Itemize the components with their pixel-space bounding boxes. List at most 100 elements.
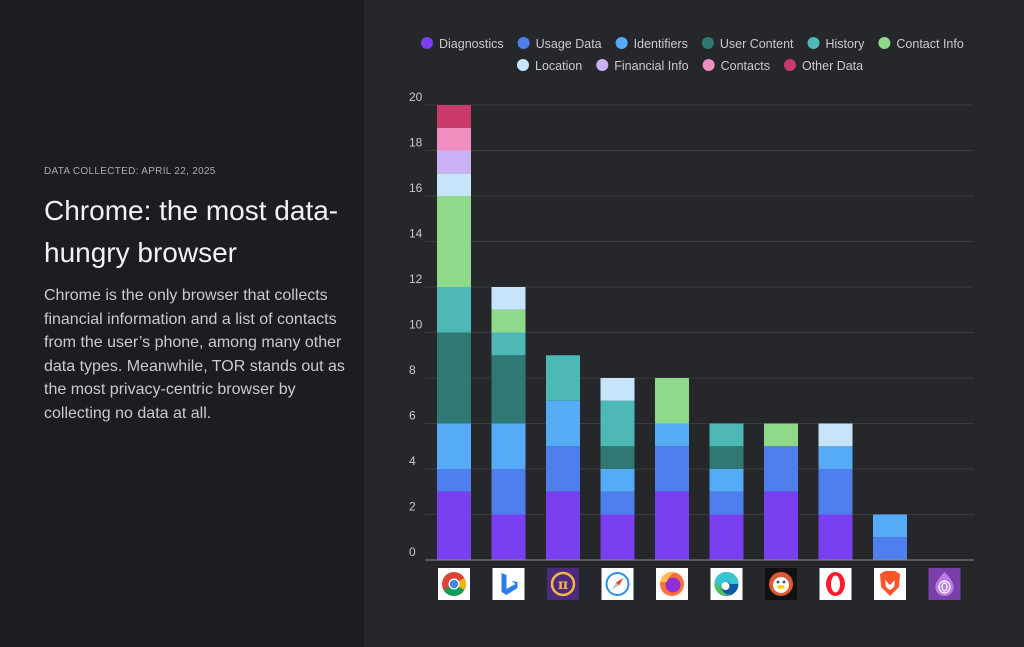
legend-item: Identifiers: [615, 37, 688, 51]
bar-segment: [600, 491, 635, 515]
bar-segment: [437, 196, 471, 287]
bar-segment: [764, 423, 798, 447]
tor-icon: [928, 568, 961, 600]
y-axis-ticks: 0 2 4 6 8 10 12 14 16 18 20: [409, 90, 423, 559]
legend-label: Usage Data: [536, 37, 602, 51]
legend-label: Identifiers: [634, 37, 688, 51]
bar-segment: [764, 491, 798, 560]
page-title: Chrome: the most data-hungry browser: [44, 195, 339, 268]
bar-segment: [546, 491, 580, 560]
bar-segment: [437, 150, 471, 174]
bar-segment: [600, 400, 635, 447]
legend: Diagnostics Usage Data Identifiers User Con…: [421, 37, 964, 73]
legend-swatch: [701, 37, 714, 49]
y-tick-label: 10: [409, 318, 423, 332]
bar-segment: [709, 491, 744, 515]
y-tick-label: 16: [409, 181, 423, 195]
bar-segment: [437, 332, 471, 424]
y-tick-label: 2: [409, 500, 416, 514]
firefox-icon: [656, 568, 688, 600]
bar-segment: [437, 469, 471, 492]
bar-segment: [709, 423, 744, 447]
legend-label: Other Data: [802, 59, 863, 73]
legend-item: Financial Info: [596, 59, 689, 73]
bar-segment: [655, 378, 689, 424]
brave-icon: [874, 568, 906, 600]
bar-segment: [655, 423, 689, 447]
bar-segment: [600, 469, 635, 492]
y-tick-label: 0: [409, 545, 416, 559]
y-tick-label: 6: [409, 409, 416, 423]
legend-swatch: [702, 59, 715, 71]
legend-swatch: [783, 59, 796, 71]
chrome-icon: [438, 568, 470, 600]
bar-segment: [709, 446, 744, 469]
text-panel: DATA COLLECTED: APRIL 22, 2025 Chrome: t…: [0, 0, 364, 647]
bar-segment: [600, 446, 635, 469]
bar-segment: [437, 287, 471, 333]
legend-swatch: [421, 37, 433, 49]
opera-icon: [819, 568, 852, 600]
bar-segment: [818, 423, 853, 447]
bar-segment: [491, 355, 526, 424]
duckduckgo-icon: [765, 568, 797, 600]
legend-label: History: [826, 37, 866, 51]
bar-segment: [709, 514, 744, 560]
bar-segment: [655, 491, 689, 560]
legend-item: Usage Data: [517, 37, 602, 51]
bar-segment: [437, 173, 471, 196]
bar-segment: [491, 309, 526, 333]
bar-segment: [546, 400, 580, 447]
bar-segment: [437, 105, 471, 128]
legend-swatch: [517, 59, 529, 71]
bar-segment: [818, 469, 853, 515]
legend-item: History: [807, 37, 866, 51]
legend-item: Contacts: [702, 59, 770, 73]
legend-label: Financial Info: [614, 59, 688, 73]
legend-label: Diagnostics: [439, 37, 504, 51]
bar-segment: [491, 423, 526, 469]
y-tick-label: 14: [409, 227, 423, 241]
bar-segment: [491, 332, 526, 356]
legend-item: Contact Info: [878, 37, 964, 51]
bar-segment: [873, 514, 907, 538]
edge-icon: [710, 568, 743, 600]
bar-segment: [491, 514, 526, 560]
legend-label: Contact Info: [896, 37, 963, 51]
bar-segment: [873, 537, 907, 560]
legend-label: User Content: [720, 37, 794, 51]
bar-segment: [600, 514, 635, 560]
date-caption: DATA COLLECTED: APRIL 22, 2025: [44, 166, 216, 177]
bar-segment: [818, 514, 853, 560]
bar-segment: [764, 446, 798, 492]
legend-item: Location: [517, 59, 582, 73]
bar-segment: [818, 446, 853, 469]
bar-segment: [491, 469, 526, 515]
legend-swatch: [878, 37, 891, 49]
y-tick-label: 18: [409, 136, 423, 150]
legend-item: Diagnostics: [421, 37, 504, 51]
legend-swatch: [615, 37, 628, 49]
bar-segment: [546, 446, 580, 492]
y-tick-label: 4: [409, 454, 416, 468]
bar-segment: [655, 446, 689, 492]
bar-segment: [437, 423, 471, 469]
legend-item: Other Data: [783, 59, 863, 73]
legend-swatch: [517, 37, 530, 49]
bars: [437, 105, 907, 560]
bar-segment: [709, 469, 744, 492]
y-tick-label: 20: [409, 90, 423, 104]
bar-segment: [437, 127, 471, 151]
legend-swatch: [807, 37, 820, 49]
svg-text:π: π: [558, 577, 568, 593]
legend-item: User Content: [701, 37, 794, 51]
y-tick-label: 12: [409, 272, 423, 286]
safari-icon: [601, 568, 634, 600]
bar-segment: [600, 378, 635, 401]
legend-label: Location: [535, 59, 582, 73]
legend-label: Contacts: [721, 59, 770, 73]
legend-swatch: [596, 59, 609, 71]
chart-panel: [364, 0, 1024, 647]
bar-segment: [437, 491, 471, 560]
